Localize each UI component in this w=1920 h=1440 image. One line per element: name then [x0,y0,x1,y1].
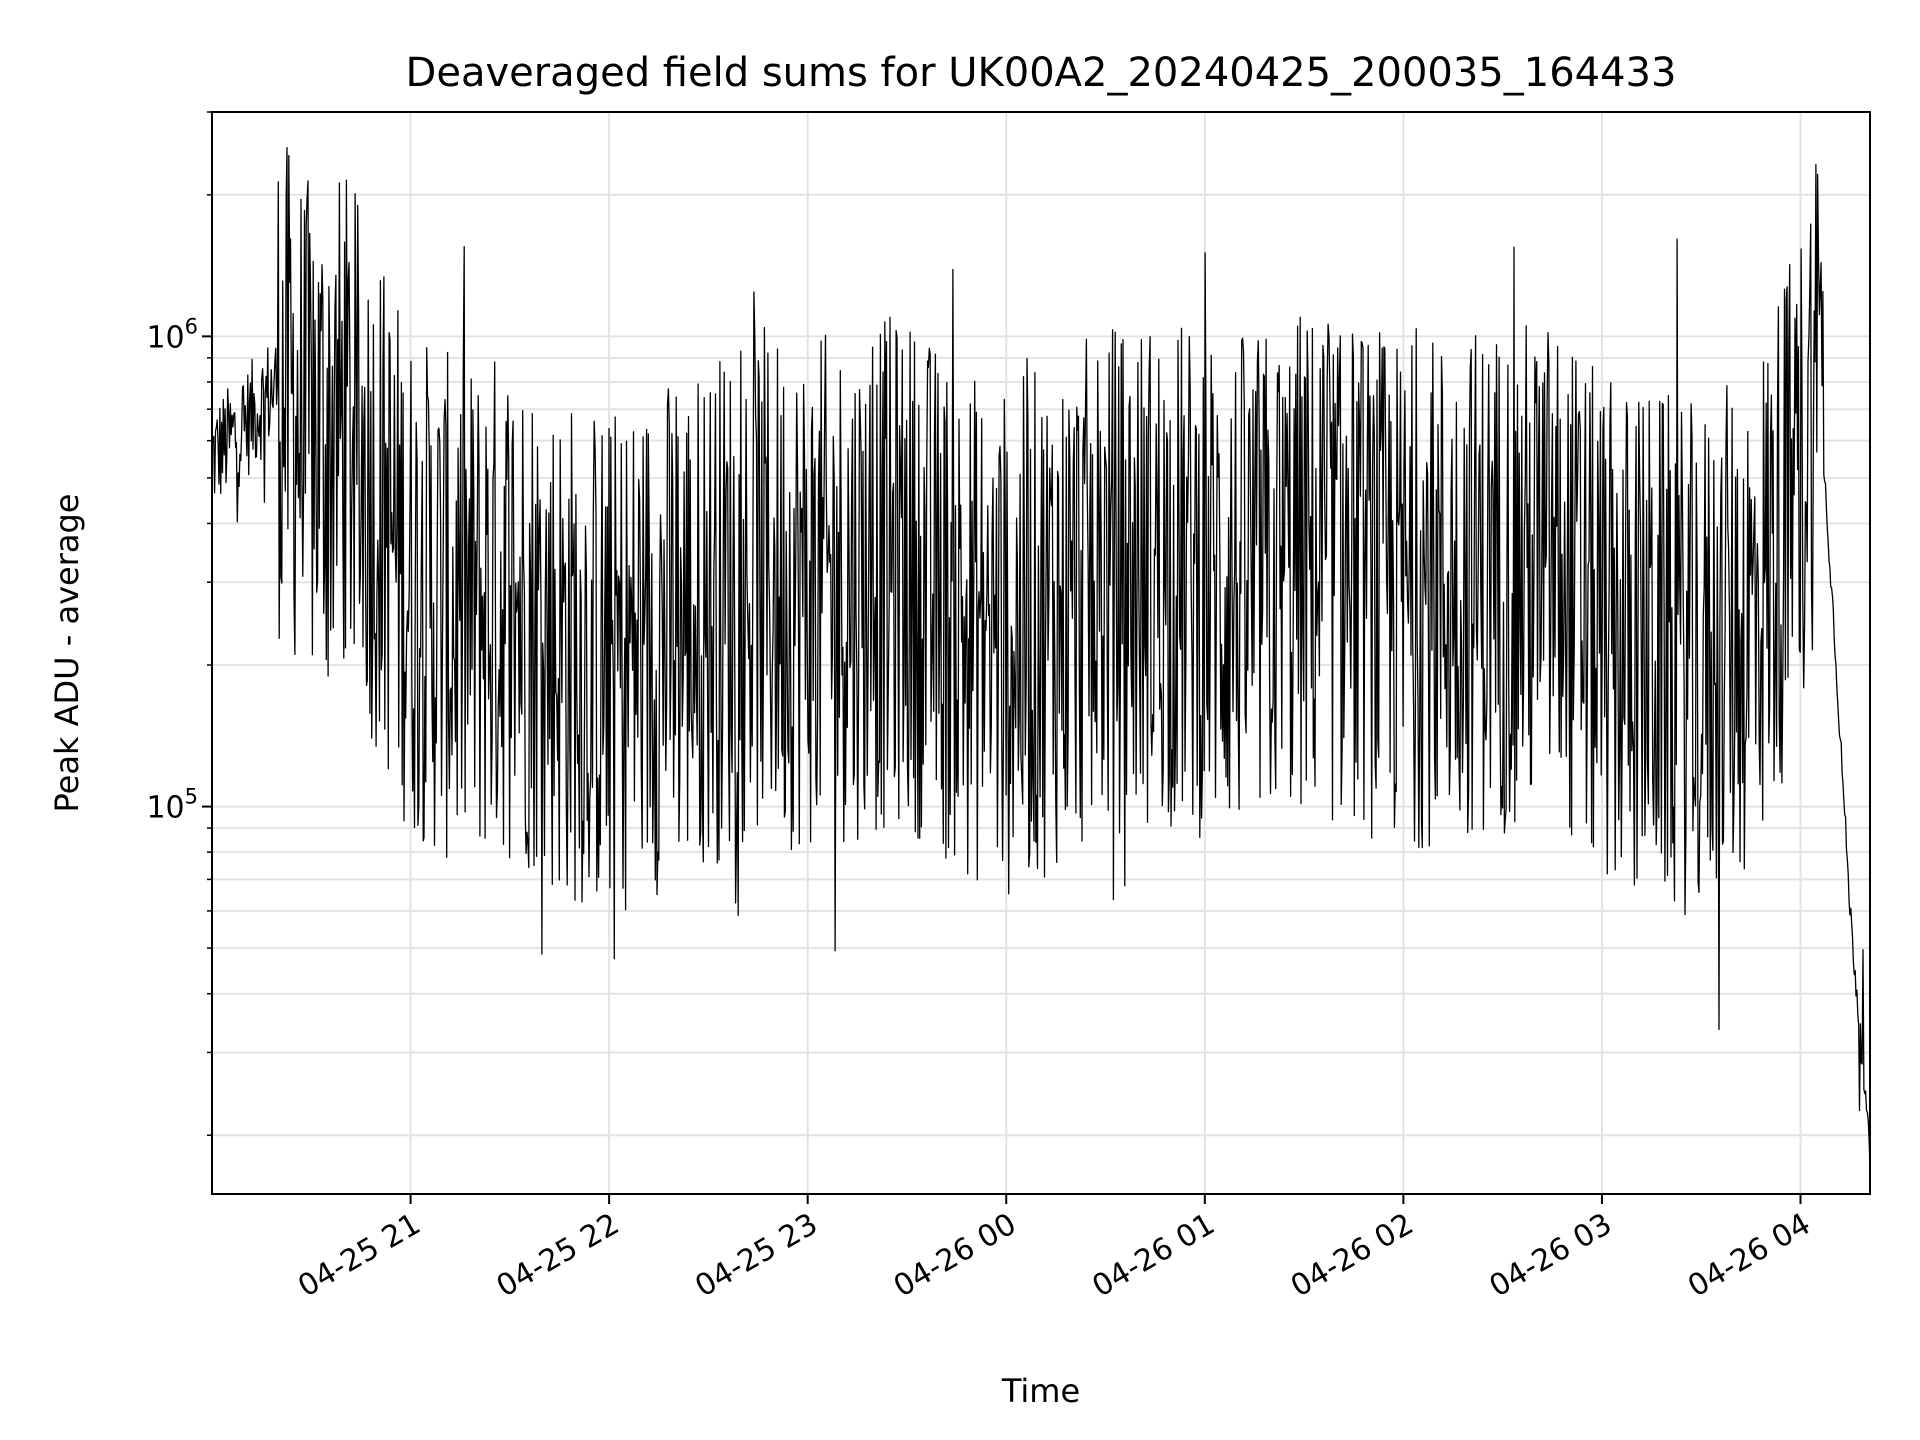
plot-area [212,146,1870,1167]
y-tick-label: 106 [146,314,198,355]
y-axis: 105 106 [146,111,212,1137]
series-layer [212,146,1870,1167]
grid [212,111,1870,1194]
y-tick-label: 105 [146,785,198,826]
x-axis-label: Time [1001,1372,1080,1410]
plot-frame [211,111,1871,1195]
y-axis-label: Peak ADU - average [48,494,86,813]
series-line [212,146,1870,1167]
chart-title: Deaveraged field sums for UK00A2_2024042… [406,50,1677,96]
